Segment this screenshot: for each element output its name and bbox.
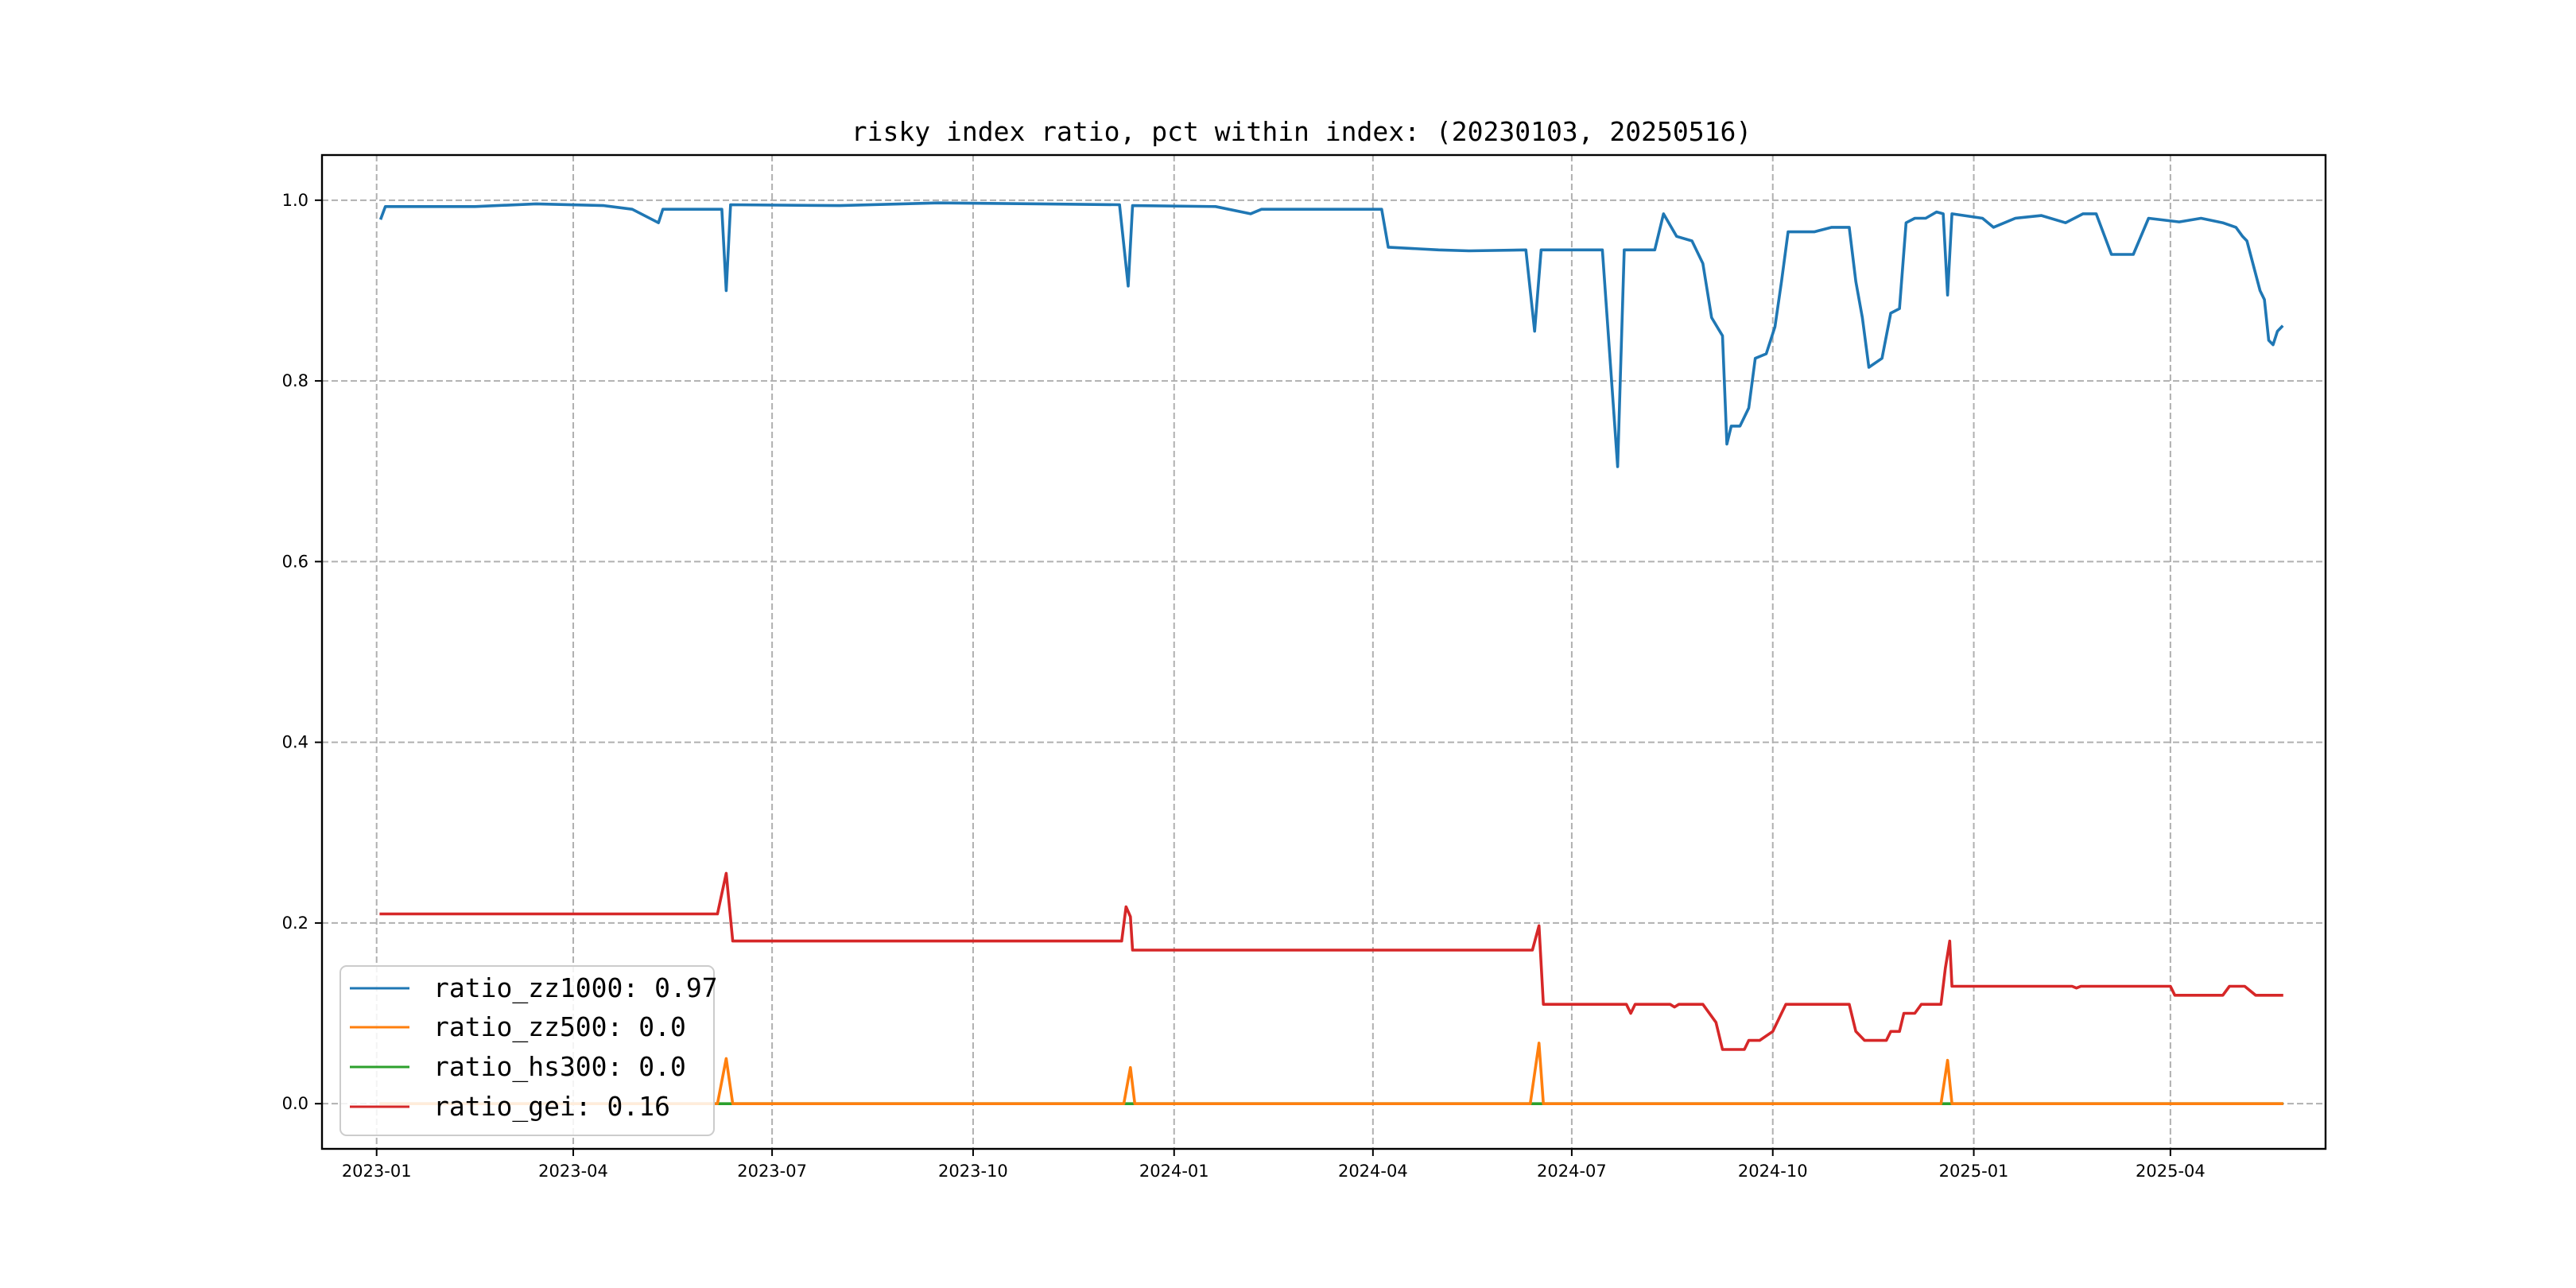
tick-layer: 2023-01 2023-04 2023-07 2023-10 2024-01 2024-… — [282, 191, 2206, 1181]
legend-entry-gei: ratio_gei: 0.16 — [350, 1091, 670, 1123]
x-tick-label: 2024-07 — [1537, 1162, 1607, 1181]
legend-label-gei: ratio_gei: 0.16 — [433, 1091, 670, 1123]
y-tick-label: 0.6 — [282, 552, 308, 571]
legend-label-hs300: ratio_hs300: 0.0 — [433, 1051, 686, 1083]
legend-entry-zz500: ratio_zz500: 0.0 — [350, 1011, 686, 1043]
legend-entry-hs300: ratio_hs300: 0.0 — [350, 1051, 686, 1083]
x-tick-label: 2025-01 — [1939, 1162, 2009, 1181]
x-tick-label: 2023-10 — [938, 1162, 1008, 1181]
x-tick-label: 2023-07 — [737, 1162, 807, 1181]
series-line-ratio-zz500 — [379, 1042, 2283, 1105]
series-line-ratio-gei — [379, 871, 2283, 1051]
x-tick-label: 2024-10 — [1738, 1162, 1808, 1181]
y-tick-label: 0.4 — [282, 733, 308, 752]
plot-frame — [320, 153, 2327, 1150]
series-line-ratio-zz1000 — [378, 201, 2284, 468]
x-tick-label: 2025-04 — [2136, 1162, 2206, 1181]
legend: ratio_zz1000: 0.97 ratio_zz500: 0.0 rati… — [339, 965, 718, 1136]
legend-label-zz1000: ratio_zz1000: 0.97 — [433, 972, 718, 1004]
x-tick-label: 2024-01 — [1139, 1162, 1209, 1181]
chart-title: risky index ratio, pct within index: (20… — [852, 116, 1752, 147]
x-tick-label: 2023-01 — [342, 1162, 412, 1181]
legend-entry-zz1000: ratio_zz1000: 0.97 — [350, 972, 718, 1004]
y-tick-label: 0.2 — [282, 914, 308, 933]
y-tick-label: 0.8 — [282, 371, 308, 390]
legend-label-zz500: ratio_zz500: 0.0 — [433, 1011, 686, 1043]
x-tick-label: 2024-04 — [1338, 1162, 1408, 1181]
x-tick-label: 2023-04 — [538, 1162, 608, 1181]
legend-box — [339, 965, 715, 1136]
y-tick-label: 1.0 — [282, 191, 308, 210]
y-tick-label: 0.0 — [282, 1094, 308, 1113]
